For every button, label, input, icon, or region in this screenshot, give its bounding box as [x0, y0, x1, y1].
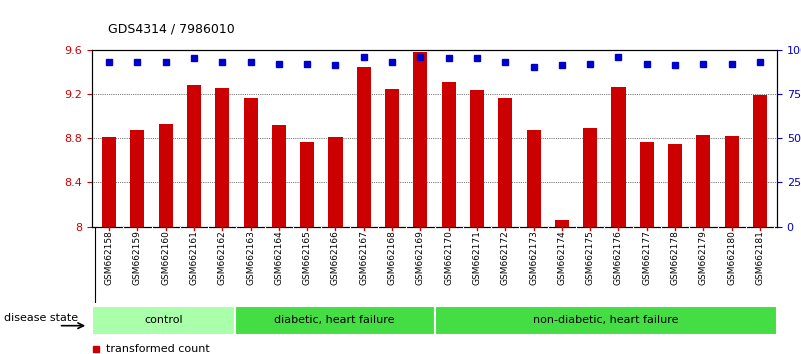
Text: GSM662174: GSM662174: [557, 230, 566, 285]
Text: GSM662159: GSM662159: [133, 230, 142, 285]
Bar: [92, 306, 235, 335]
Bar: [583, 128, 598, 227]
Text: GSM662162: GSM662162: [218, 230, 227, 285]
Bar: [272, 125, 286, 227]
Text: GSM662161: GSM662161: [190, 230, 199, 285]
Text: GSM662173: GSM662173: [529, 230, 538, 285]
Text: GSM662166: GSM662166: [331, 230, 340, 285]
Text: GSM662168: GSM662168: [388, 230, 396, 285]
Bar: [668, 144, 682, 227]
Bar: [470, 91, 484, 227]
Bar: [102, 137, 116, 227]
Text: GSM662181: GSM662181: [755, 230, 764, 285]
Text: GSM662164: GSM662164: [275, 230, 284, 285]
Bar: [498, 98, 513, 227]
Bar: [725, 136, 739, 227]
Bar: [555, 220, 569, 227]
Text: GSM662178: GSM662178: [670, 230, 679, 285]
Bar: [300, 143, 314, 227]
Text: disease state: disease state: [4, 313, 78, 322]
Text: GSM662165: GSM662165: [303, 230, 312, 285]
Text: transformed count: transformed count: [106, 344, 210, 354]
Text: control: control: [144, 315, 183, 325]
Text: GSM662170: GSM662170: [445, 230, 453, 285]
Bar: [526, 130, 541, 227]
Bar: [696, 135, 710, 227]
Text: diabetic, heart failure: diabetic, heart failure: [275, 315, 395, 325]
Text: non-diabetic, heart failure: non-diabetic, heart failure: [533, 315, 678, 325]
Bar: [434, 306, 777, 335]
Bar: [640, 143, 654, 227]
Bar: [235, 306, 434, 335]
Text: GSM662179: GSM662179: [699, 230, 708, 285]
Text: GSM662160: GSM662160: [161, 230, 170, 285]
Text: GSM662180: GSM662180: [727, 230, 736, 285]
Text: GSM662158: GSM662158: [105, 230, 114, 285]
Bar: [187, 85, 201, 227]
Bar: [753, 95, 767, 227]
Bar: [159, 124, 173, 227]
Text: GDS4314 / 7986010: GDS4314 / 7986010: [108, 22, 235, 35]
Text: GSM662177: GSM662177: [642, 230, 651, 285]
Bar: [441, 82, 456, 227]
Text: GSM662169: GSM662169: [416, 230, 425, 285]
Bar: [385, 89, 399, 227]
Bar: [244, 98, 258, 227]
Bar: [328, 137, 343, 227]
Text: GSM662175: GSM662175: [586, 230, 594, 285]
Text: GSM662171: GSM662171: [473, 230, 481, 285]
Bar: [356, 67, 371, 227]
Text: GSM662176: GSM662176: [614, 230, 623, 285]
Bar: [131, 130, 144, 227]
Bar: [215, 88, 229, 227]
Text: GSM662167: GSM662167: [360, 230, 368, 285]
Text: GSM662172: GSM662172: [501, 230, 509, 285]
Bar: [413, 52, 428, 227]
Bar: [611, 87, 626, 227]
Text: GSM662163: GSM662163: [246, 230, 255, 285]
